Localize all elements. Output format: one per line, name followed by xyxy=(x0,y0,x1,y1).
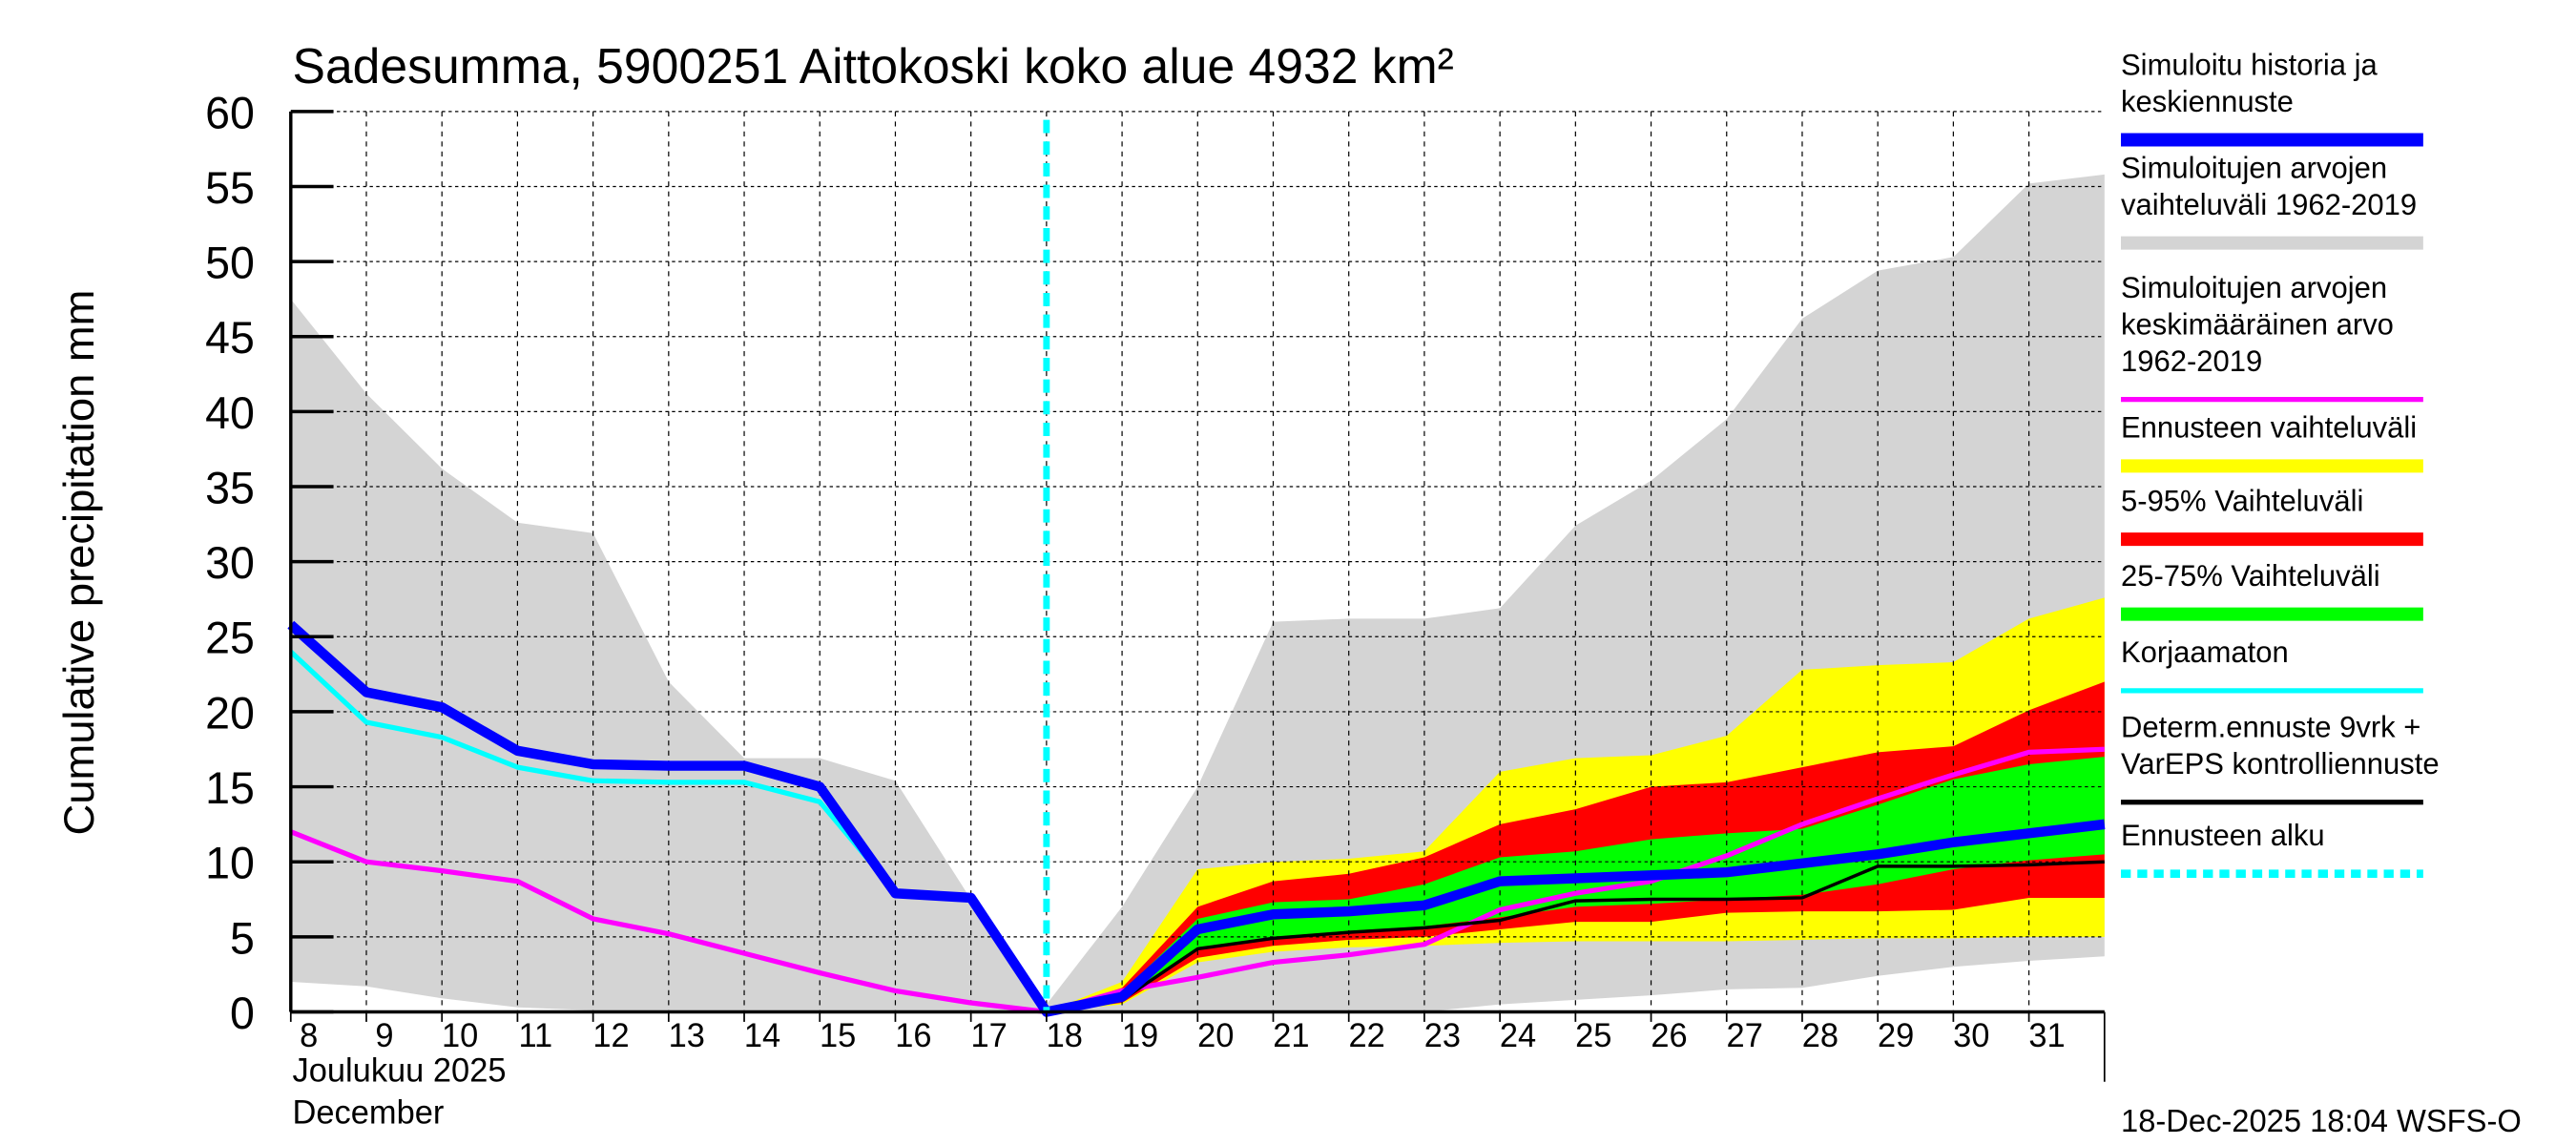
legend-label: VarEPS kontrolliennuste xyxy=(2121,747,2440,781)
series-line-0 xyxy=(289,746,2105,1015)
x-tick-label: 23 xyxy=(1424,1018,1461,1054)
series-layer xyxy=(287,119,2106,1017)
x-tick-label: 22 xyxy=(1348,1018,1384,1054)
legend-label: Determ.ennuste 9vrk + xyxy=(2121,710,2420,743)
x-tick-label: 10 xyxy=(442,1018,478,1054)
legend-label: keskimääräinen arvo xyxy=(2121,307,2394,341)
x-tick-label: 16 xyxy=(895,1018,931,1054)
y-tick-label: 60 xyxy=(205,88,255,137)
x-tick-label: 27 xyxy=(1727,1018,1763,1054)
x-tick-label: 30 xyxy=(1953,1018,1989,1054)
x-tick-label: 14 xyxy=(744,1018,780,1054)
x-tick-label: 26 xyxy=(1651,1018,1687,1054)
y-tick-label: 5 xyxy=(230,913,255,963)
legend-label: keskiennuste xyxy=(2121,85,2294,118)
x-tick-label: 13 xyxy=(669,1018,705,1054)
x-tick-label: 29 xyxy=(1878,1018,1914,1054)
timestamp-footer: 18-Dec-2025 18:04 WSFS-O xyxy=(2121,1103,2522,1138)
legend-label: Simuloitu historia ja xyxy=(2121,48,2378,81)
legend-label: 5-95% Vaihteluväli xyxy=(2121,484,2363,517)
series-line-2 xyxy=(1046,860,2105,1014)
x-tick-label: 19 xyxy=(1122,1018,1158,1054)
y-tick-label: 45 xyxy=(205,313,255,363)
x-axis-label-month-en: December xyxy=(293,1094,445,1131)
x-tick-label: 20 xyxy=(1197,1018,1234,1054)
chart-title: Sadesumma, 5900251 Aittokoski koko alue … xyxy=(293,39,1454,94)
y-tick-label: 55 xyxy=(205,163,255,213)
x-tick-label: 17 xyxy=(970,1018,1007,1054)
x-tick-label: 31 xyxy=(2028,1018,2065,1054)
y-tick-label: 15 xyxy=(205,763,255,813)
y-tick-label: 10 xyxy=(205,838,255,887)
x-tick-label: 15 xyxy=(820,1018,856,1054)
legend-label: vaihteluväli 1962-2019 xyxy=(2121,188,2417,221)
x-tick-label: 9 xyxy=(375,1018,393,1054)
x-tick-label: 21 xyxy=(1273,1018,1309,1054)
y-tick-label: 40 xyxy=(205,388,255,438)
x-tick-label: 28 xyxy=(1802,1018,1839,1054)
x-tick-label: 24 xyxy=(1500,1018,1536,1054)
grid-layer xyxy=(290,111,2105,1012)
legend-label: Ennusteen alku xyxy=(2121,819,2325,852)
y-axis-label: Cumulative precipitation mm xyxy=(54,290,103,836)
x-tick-label: 12 xyxy=(592,1018,629,1054)
axes-layer: 0 5 10 15 20 25 30 35 40 45 50 55 60 8 9 10 11 12 13 14 15 16… xyxy=(205,88,2106,1082)
y-tick-label: 25 xyxy=(205,613,255,662)
legend-label: 1962-2019 xyxy=(2121,344,2262,378)
x-axis-label-month: Joulukuu 2025 xyxy=(293,1053,507,1090)
x-tick-label: 11 xyxy=(518,1018,552,1054)
legend-label: 25-75% Vaihteluväli xyxy=(2121,559,2380,593)
x-tick-label: 25 xyxy=(1575,1018,1611,1054)
series-line-3 xyxy=(287,620,2106,1017)
legend-label: Simuloitujen arvojen xyxy=(2121,151,2387,184)
x-tick-label: 8 xyxy=(300,1018,318,1054)
y-tick-label: 20 xyxy=(205,688,255,738)
legend: Simuloitu historia ja keskiennuste Simuloi… xyxy=(2121,48,2440,879)
y-tick-label: 50 xyxy=(205,238,255,287)
legend-label: Simuloitujen arvojen xyxy=(2121,271,2387,304)
legend-label: Korjaamaton xyxy=(2121,635,2289,669)
x-tick-label: 18 xyxy=(1047,1018,1083,1054)
y-tick-label: 30 xyxy=(205,538,255,588)
y-tick-label: 0 xyxy=(230,989,255,1038)
y-tick-label: 35 xyxy=(205,463,255,512)
legend-label: Ennusteen vaihteluväli xyxy=(2121,411,2417,445)
